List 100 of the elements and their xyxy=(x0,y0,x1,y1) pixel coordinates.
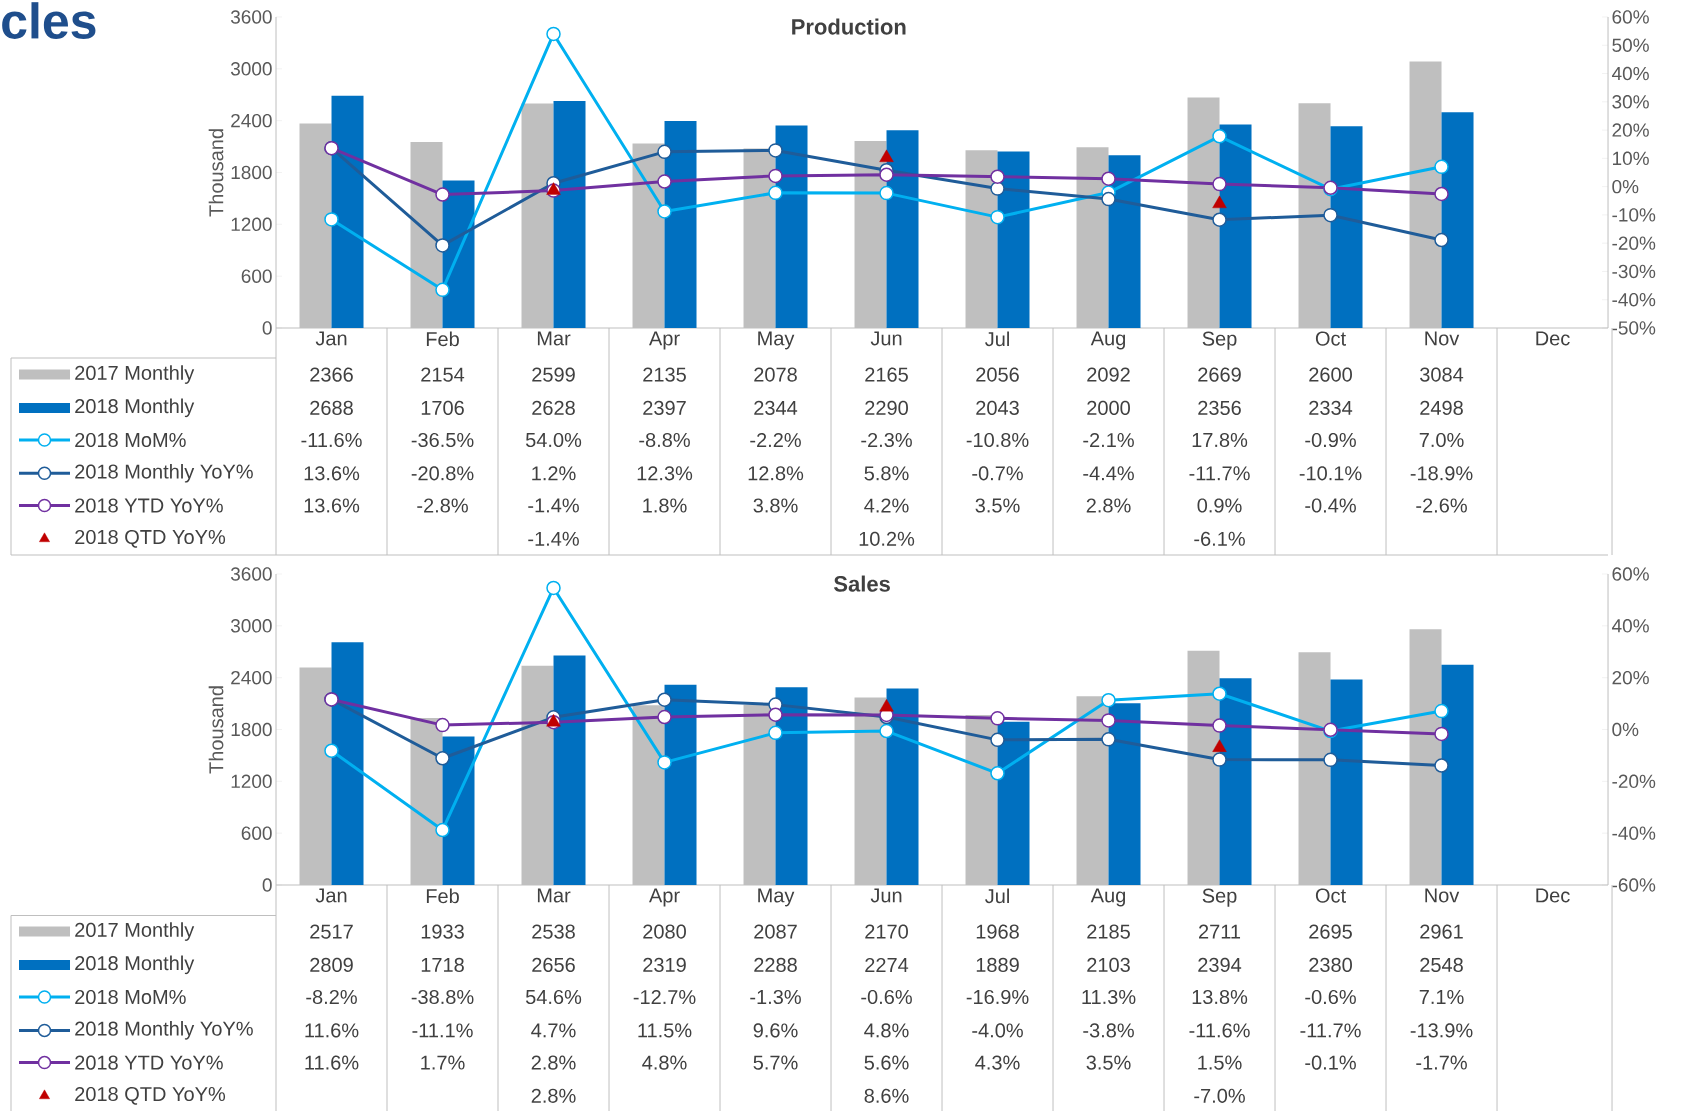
legend-label: 2018 Monthly YoY% xyxy=(75,1021,253,1040)
data-label: 2334 xyxy=(1309,401,1353,416)
data-label: 7.1% xyxy=(1419,990,1464,1005)
y-tick-label: 2400 xyxy=(231,671,272,685)
data-label: 2170 xyxy=(865,924,908,939)
data-label: 1.7% xyxy=(421,1055,465,1070)
y2-tick-label: -50% xyxy=(1612,321,1656,335)
y2-tick-label: 30% xyxy=(1612,95,1649,109)
legend-label: 2018 YTD YoY% xyxy=(75,1055,223,1070)
x-tick-label: Feb xyxy=(426,331,459,347)
data-label: 10.2% xyxy=(859,531,915,547)
data-label: 2135 xyxy=(643,367,686,382)
data-label: 54.6% xyxy=(525,990,582,1005)
data-label: -10.1% xyxy=(1299,466,1362,481)
chart-title: Production xyxy=(792,18,906,35)
y-tick-label: 0 xyxy=(262,878,272,892)
data-label: -8.8% xyxy=(639,433,690,448)
legend-label: 2018 Monthly xyxy=(75,398,195,418)
data-label: -11.7% xyxy=(1300,1023,1361,1038)
y-tick-label: 1800 xyxy=(231,166,272,180)
data-label: 2000 xyxy=(1087,401,1130,416)
data-label: -0.6% xyxy=(861,990,912,1005)
data-label: -11.6% xyxy=(301,433,362,448)
y2-tick-label: -10% xyxy=(1612,208,1656,222)
data-label: 3.5% xyxy=(975,498,1020,513)
data-label: -0.7% xyxy=(972,466,1023,481)
data-label: -0.1% xyxy=(1305,1055,1356,1070)
data-label: 2.8% xyxy=(531,1088,576,1104)
data-label: 12.8% xyxy=(748,466,804,481)
y2-tick-label: 0% xyxy=(1612,723,1639,737)
data-label: -3.8% xyxy=(1083,1023,1134,1038)
data-label: -12.7% xyxy=(633,990,696,1005)
data-label: -1.3% xyxy=(750,990,801,1005)
y-tick-label: 600 xyxy=(241,269,272,284)
data-label: 17.8% xyxy=(1192,433,1248,448)
data-label: 4.8% xyxy=(864,1023,909,1038)
data-label: 2809 xyxy=(310,958,353,973)
data-label: -0.9% xyxy=(1305,433,1356,448)
data-label: 1718 xyxy=(421,958,464,973)
data-label: 11.5% xyxy=(638,1023,692,1038)
data-label: 1.8% xyxy=(643,498,687,513)
x-tick-label: Nov xyxy=(1425,331,1460,346)
x-tick-label: Apr xyxy=(649,888,680,907)
data-label: 2154 xyxy=(421,367,465,382)
data-label: -4.0% xyxy=(972,1023,1023,1038)
data-label: 2290 xyxy=(865,401,908,416)
data-label: 3084 xyxy=(1420,367,1464,382)
data-label: 11.6% xyxy=(305,1055,359,1070)
data-label: 2274 xyxy=(865,958,909,973)
data-label: -11.1% xyxy=(412,1023,473,1038)
y2-tick-label: -30% xyxy=(1612,264,1656,279)
data-label: 2.8% xyxy=(1086,498,1131,513)
data-label: 4.8% xyxy=(642,1055,687,1070)
data-label: -10.8% xyxy=(966,433,1029,448)
data-label: 2628 xyxy=(532,401,575,416)
data-label: 2288 xyxy=(754,958,797,973)
data-label: 13.8% xyxy=(1192,990,1248,1005)
data-label: 2669 xyxy=(1198,367,1241,382)
chart-title: Sales xyxy=(833,575,890,592)
data-label: 2600 xyxy=(1309,367,1352,382)
x-tick-label: Oct xyxy=(1315,888,1346,903)
y-tick-label: 3600 xyxy=(230,567,272,581)
data-label: 8.6% xyxy=(864,1088,909,1104)
data-label: 2087 xyxy=(754,924,797,939)
data-label: 2165 xyxy=(865,367,908,382)
data-label: 1889 xyxy=(976,958,1019,973)
data-label: 5.6% xyxy=(864,1055,909,1070)
legend-label: 2018 MoM% xyxy=(75,433,186,448)
data-label: 4.2% xyxy=(864,498,909,513)
y-tick-label: 3600 xyxy=(230,10,272,24)
y2-tick-label: -60% xyxy=(1612,878,1656,892)
data-label: 2078 xyxy=(754,367,797,382)
x-tick-label: Jul xyxy=(985,888,1009,904)
data-label: 5.8% xyxy=(864,466,909,481)
data-label: 12.3% xyxy=(637,466,693,481)
data-label: 11.3% xyxy=(1082,990,1136,1005)
data-label: 2103 xyxy=(1087,958,1130,973)
data-label: 2711 xyxy=(1199,924,1241,939)
data-label: -8.2% xyxy=(306,990,357,1005)
data-label: 4.7% xyxy=(531,1023,576,1038)
text: cles xyxy=(2,2,96,40)
y2-tick-label: -40% xyxy=(1612,293,1656,307)
data-label: -18.9% xyxy=(1410,466,1473,481)
y-tick-label: 0 xyxy=(262,321,272,335)
data-label: 2397 xyxy=(643,401,686,416)
x-tick-label: Jan xyxy=(315,331,347,346)
y-axis-title: Thousand xyxy=(208,129,224,217)
x-tick-label: Oct xyxy=(1315,331,1346,346)
data-label: 7.0% xyxy=(1419,433,1464,448)
x-tick-label: Jul xyxy=(985,331,1009,347)
data-label: -0.6% xyxy=(1305,990,1356,1005)
data-label: -2.8% xyxy=(417,498,468,513)
x-tick-label: Dec xyxy=(1536,888,1570,903)
legend-label: 2018 Monthly xyxy=(75,955,195,975)
data-label: -11.6% xyxy=(1189,1023,1250,1038)
y2-tick-label: -20% xyxy=(1612,774,1656,789)
data-label: 1968 xyxy=(976,924,1019,939)
y2-tick-label: 50% xyxy=(1612,38,1649,53)
data-label: 2548 xyxy=(1420,958,1463,973)
legend-label: 2018 Monthly YoY% xyxy=(75,464,253,483)
